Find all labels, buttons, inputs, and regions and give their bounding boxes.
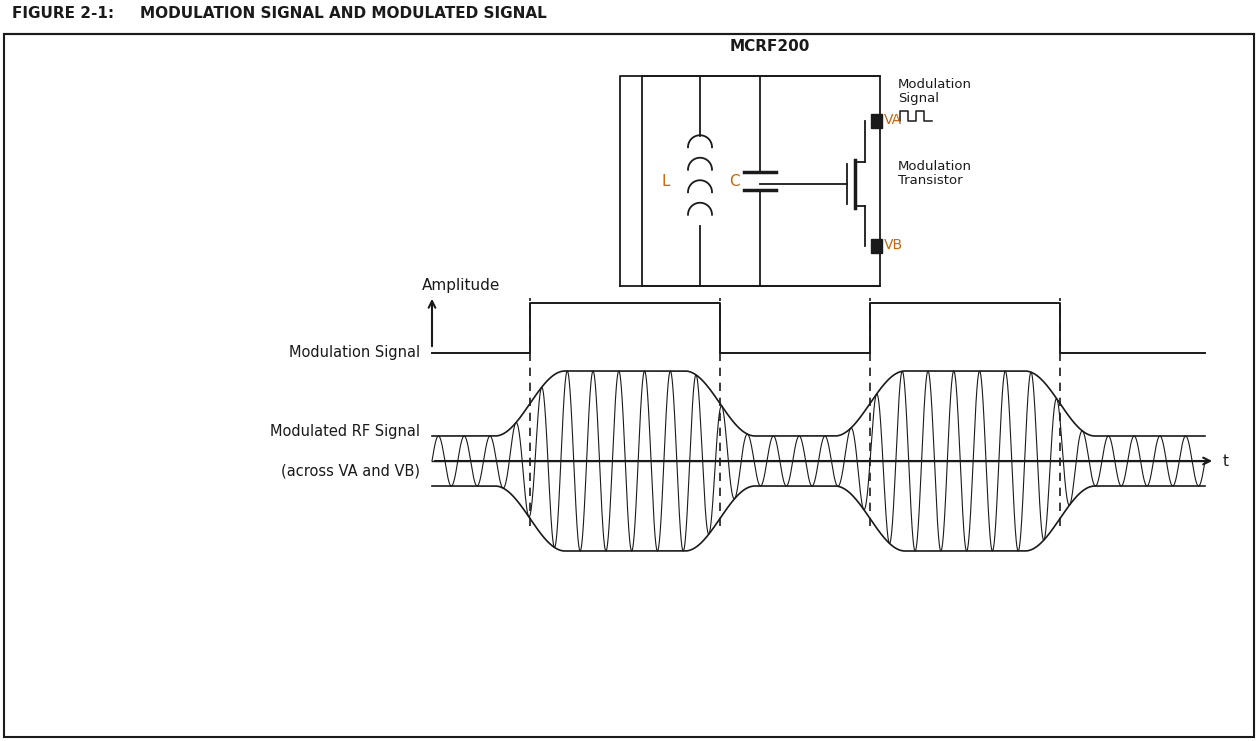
Bar [871,239,882,253]
Text: Modulation: Modulation [898,78,972,91]
Text: VB: VB [884,238,903,252]
Text: Signal: Signal [898,92,938,105]
Text: (across VA and VB): (across VA and VB) [281,463,420,478]
Text: Amplitude: Amplitude [421,278,501,293]
Text: Modulation Signal: Modulation Signal [289,345,420,361]
Text: L: L [662,173,671,188]
Text: Modulation: Modulation [898,161,972,173]
Text: VA: VA [884,113,902,127]
Text: Transistor: Transistor [898,174,962,187]
Text: Modulated RF Signal: Modulated RF Signal [270,424,420,439]
Text: MCRF200: MCRF200 [730,39,810,54]
Text: MODULATION SIGNAL AND MODULATED SIGNAL: MODULATION SIGNAL AND MODULATED SIGNAL [140,5,547,21]
Bar [871,114,882,128]
Text: FIGURE 2-1:: FIGURE 2-1: [13,5,114,21]
Text: C: C [730,173,740,188]
Text: t: t [1223,453,1229,468]
